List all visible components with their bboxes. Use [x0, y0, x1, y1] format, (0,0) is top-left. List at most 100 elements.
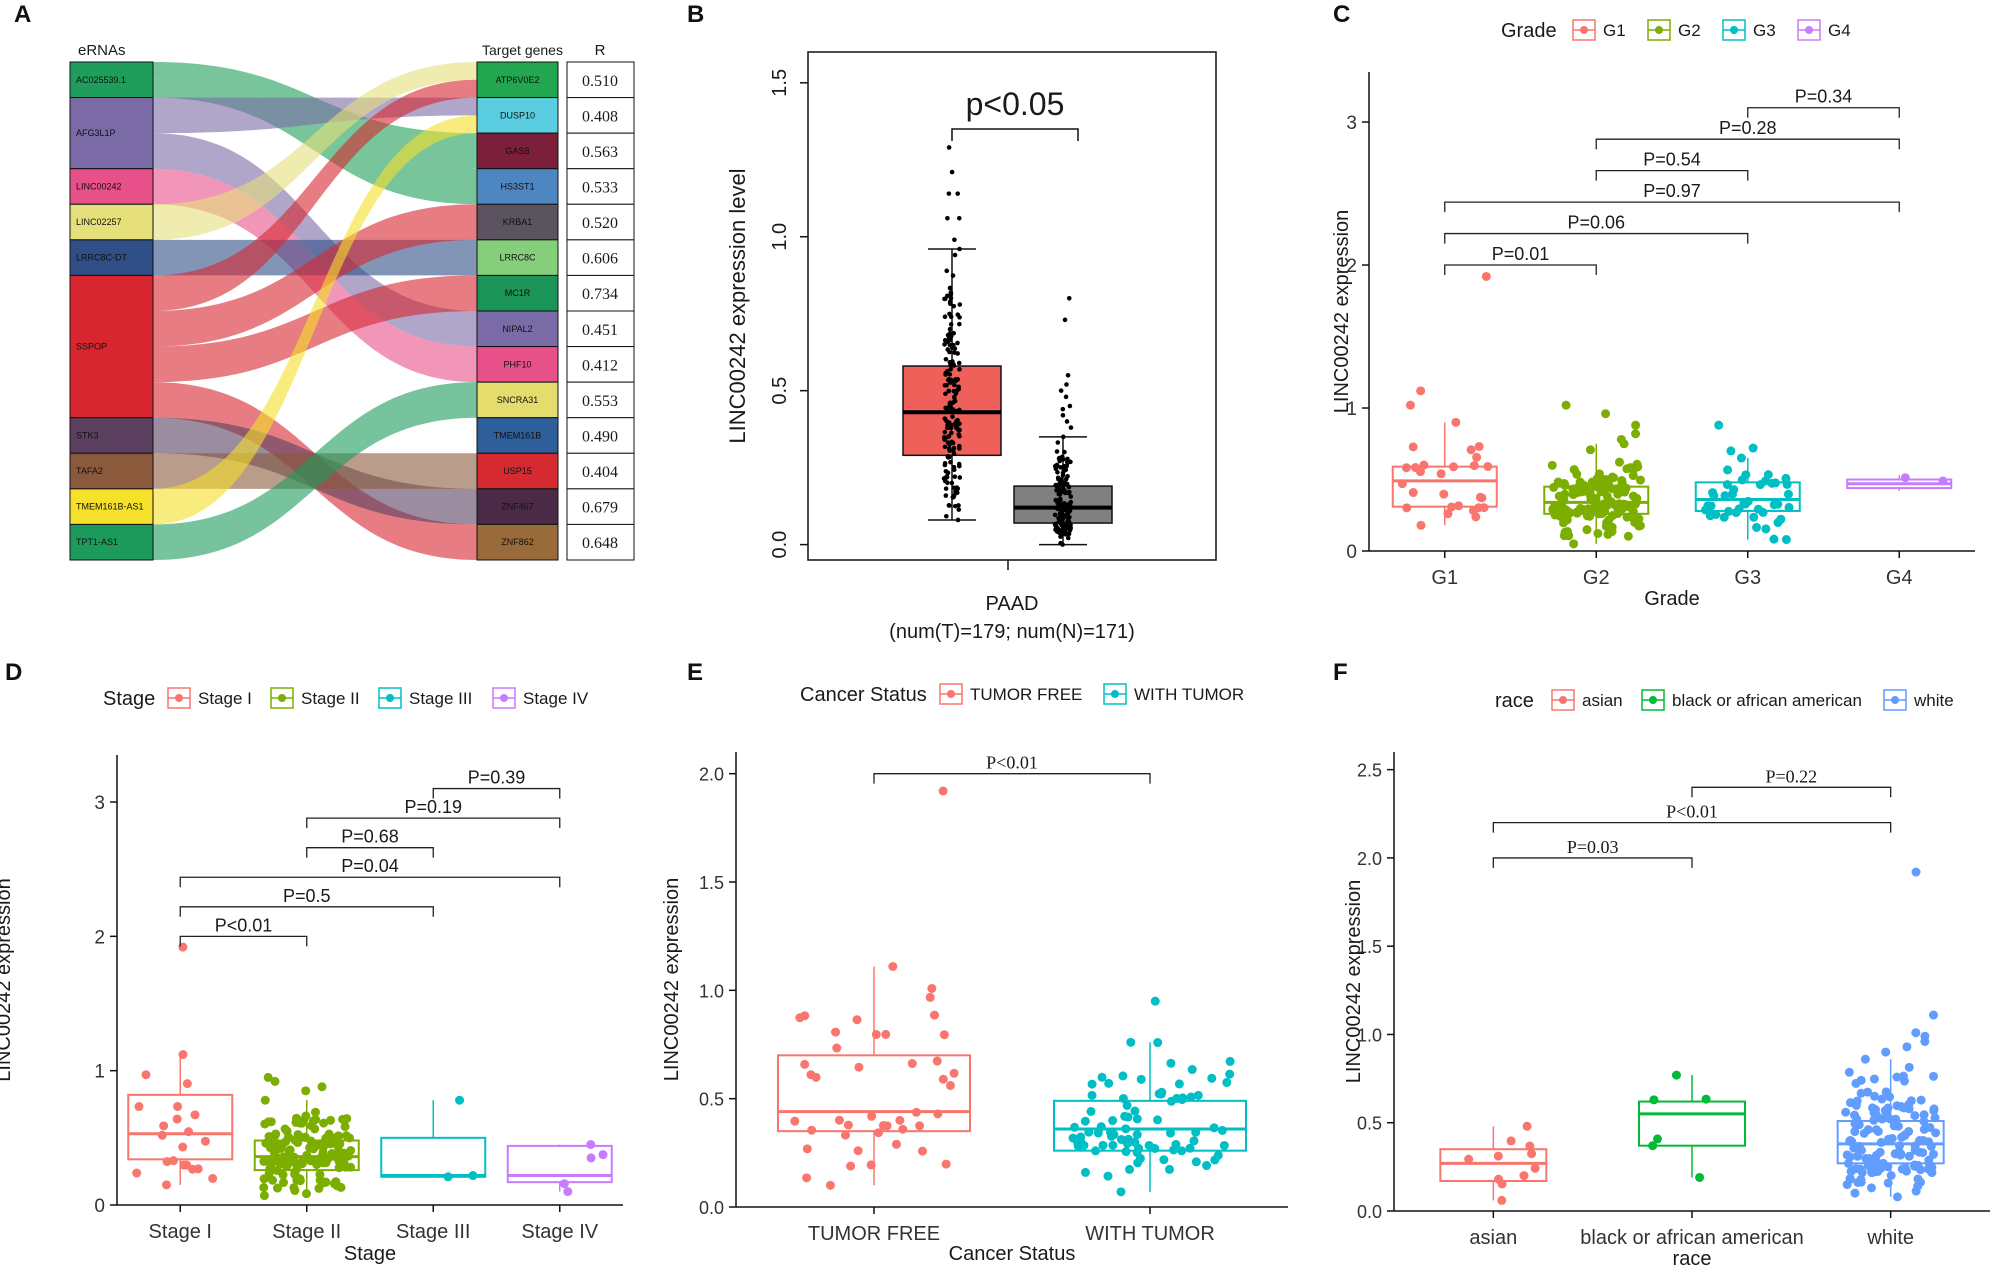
data-point — [1841, 1107, 1851, 1117]
data-point — [1628, 491, 1638, 501]
box — [1439, 1148, 1548, 1182]
data-point — [298, 1156, 308, 1166]
data-point — [1191, 1157, 1201, 1167]
data-point — [325, 1132, 335, 1142]
data-point — [331, 1177, 341, 1187]
data-point — [1098, 1140, 1108, 1150]
data-point — [1060, 412, 1066, 418]
data-point — [942, 338, 948, 343]
data-point — [955, 191, 961, 196]
x-axis-title: Cancer Status — [949, 1243, 1076, 1265]
data-point — [1883, 1103, 1893, 1113]
data-point — [1782, 479, 1792, 489]
data-point — [955, 417, 960, 423]
data-point — [955, 351, 960, 356]
data-point — [1869, 1074, 1879, 1084]
data-point — [955, 517, 961, 523]
data-point — [1671, 1070, 1681, 1080]
data-point — [1126, 1037, 1136, 1047]
data-point — [1863, 1087, 1873, 1097]
data-point — [1869, 1115, 1879, 1125]
x-tick-label: TUMOR FREE — [808, 1223, 940, 1245]
data-point — [1741, 499, 1751, 509]
r-cell — [566, 452, 635, 490]
y-axis-title: LINC00242 expression — [1331, 210, 1353, 413]
data-point — [1408, 488, 1418, 498]
data-point — [1405, 400, 1415, 410]
data-point — [800, 1059, 810, 1069]
comparison-label: P=0.54 — [1643, 150, 1701, 170]
data-point — [943, 486, 949, 491]
gene-node-label: ZNF467 — [501, 502, 534, 512]
data-point — [943, 468, 949, 474]
x-tick-label: Stage IV — [521, 1221, 598, 1243]
legend-item: G2 — [1647, 19, 1701, 41]
gene-node-label: MC1R — [505, 288, 531, 298]
data-point — [854, 1062, 864, 1072]
data-point — [1913, 1162, 1923, 1172]
comparison-label: P=0.03 — [1567, 837, 1619, 857]
data-point — [1469, 461, 1479, 471]
data-point — [1123, 1112, 1133, 1122]
data-point — [832, 1043, 842, 1053]
data-point — [1926, 1141, 1936, 1151]
data-point — [178, 1142, 188, 1152]
data-point — [932, 1056, 942, 1066]
data-point — [301, 1111, 311, 1121]
data-point — [1913, 1174, 1923, 1184]
sankey-link — [153, 382, 477, 560]
data-point — [132, 1168, 142, 1178]
data-point — [1408, 442, 1418, 452]
data-point — [1593, 474, 1603, 484]
data-point — [1213, 1150, 1223, 1160]
comparison-label: P=0.04 — [341, 856, 399, 876]
comparison-bracket — [1747, 107, 1900, 118]
data-point — [1064, 525, 1070, 531]
y-axis-title: LINC00242 expression level — [725, 168, 750, 443]
data-point — [1585, 445, 1595, 455]
data-point — [265, 1164, 275, 1174]
data-point — [1741, 470, 1751, 480]
legend-item: asian — [1551, 689, 1623, 711]
data-point — [1454, 501, 1464, 511]
data-point — [950, 378, 955, 384]
data-point — [1187, 1065, 1197, 1075]
gene-node — [476, 203, 559, 241]
data-point — [1628, 507, 1638, 517]
data-point — [943, 391, 948, 397]
data-point — [1058, 534, 1063, 539]
data-point — [1116, 1187, 1126, 1197]
data-point — [1748, 443, 1758, 453]
data-point — [1066, 484, 1072, 490]
gene-node-label: DUSP10 — [500, 110, 535, 120]
data-point — [1093, 1128, 1103, 1138]
data-point — [1065, 535, 1071, 541]
data-point — [306, 1136, 316, 1146]
data-point — [1076, 1132, 1086, 1142]
legend-key-dot — [1730, 26, 1738, 34]
data-point — [1133, 1158, 1143, 1168]
r-value: 0.490 — [582, 429, 618, 446]
data-point — [1938, 476, 1948, 486]
y-tick-label: 2.5 — [1357, 761, 1382, 781]
data-point — [1527, 1149, 1537, 1159]
data-point — [957, 302, 963, 307]
panel-e-chart: 0.0 0.5 1.0 1.5 2.0 TUMOR FREE WITH TUMOR P<0.0… — [661, 683, 1288, 1265]
legend-label: Stage III — [409, 689, 472, 708]
data-point — [1443, 509, 1453, 519]
data-point — [1876, 1137, 1886, 1147]
data-point — [915, 1121, 925, 1131]
data-point — [1419, 460, 1429, 470]
data-point — [1929, 1071, 1939, 1081]
r-cell — [566, 168, 635, 205]
data-point — [1481, 271, 1491, 281]
data-point — [157, 1130, 167, 1140]
data-point — [1634, 514, 1644, 524]
panel-a-sankey: AC025539.1 AFG3L1P LINC00242 LINC02257 LRRC8… — [69, 42, 635, 561]
x-tick-label: WITH TUMOR — [1085, 1223, 1215, 1245]
data-point — [1869, 1158, 1879, 1168]
data-point — [284, 1132, 294, 1142]
sankey-link — [153, 204, 477, 347]
data-point — [1519, 1171, 1529, 1181]
data-point — [1620, 487, 1629, 497]
